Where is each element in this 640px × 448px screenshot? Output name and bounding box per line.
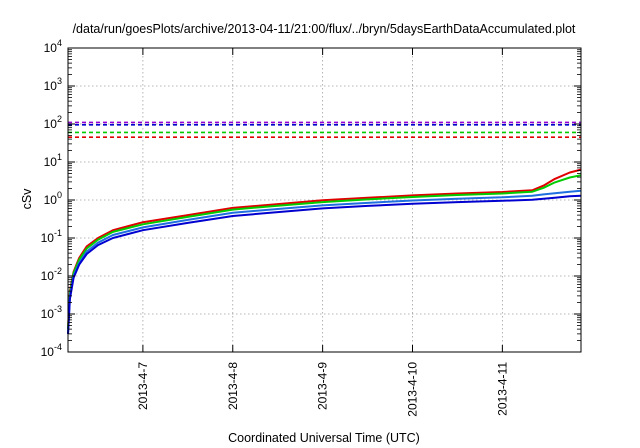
- y-tick-exponent: -4: [54, 342, 62, 352]
- y-tick-exponent: -1: [54, 228, 62, 238]
- threshold-lines: [68, 121, 581, 138]
- y-tick-exponent: -3: [54, 304, 62, 314]
- y-axis-label: cSv: [20, 188, 34, 210]
- y-tick-exponent: 3: [57, 76, 62, 86]
- y-tick-label: 103: [44, 76, 62, 93]
- x-tick-label: 2013-4-7: [136, 362, 150, 410]
- y-tick-label: 100: [44, 190, 62, 207]
- series-line: [67, 189, 582, 334]
- y-tick-base: 10: [41, 269, 55, 283]
- x-axis-label: Coordinated Universal Time (UTC): [228, 431, 420, 445]
- y-tick-label: 104: [44, 38, 62, 55]
- y-tick-label: 101: [44, 152, 62, 169]
- series-line: [67, 174, 582, 330]
- y-tick-exponent: 4: [57, 38, 62, 48]
- y-tick-label: 10-3: [41, 304, 62, 321]
- y-tick-base: 10: [41, 231, 55, 245]
- y-tick-label: 102: [44, 114, 62, 131]
- x-tick-label: 2013-4-10: [405, 362, 419, 417]
- y-tick-base: 10: [44, 117, 58, 131]
- y-tick-label: 10-4: [41, 342, 62, 359]
- x-tick-labels: 2013-4-7 2013-4-8 2013-4-9 2013-4-10 2013-4-…: [136, 362, 509, 417]
- x-tick-label: 2013-4-11: [495, 362, 509, 416]
- data-series: [67, 168, 582, 334]
- y-tick-base: 10: [41, 345, 55, 359]
- y-tick-label: 10-2: [41, 266, 62, 283]
- y-tick-base: 10: [44, 79, 58, 93]
- chart-title: /data/run/goesPlots/archive/2013-04-11/2…: [73, 22, 576, 36]
- y-tick-exponent: 2: [57, 114, 62, 124]
- y-tick-exponent: 1: [57, 152, 62, 162]
- axis-ticks: [68, 47, 581, 353]
- y-tick-exponent: 0: [57, 190, 62, 200]
- y-tick-label: 10-1: [41, 228, 62, 245]
- series-line: [67, 194, 582, 334]
- x-tick-label: 2013-4-8: [226, 362, 240, 410]
- y-tick-base: 10: [44, 193, 58, 207]
- series-line: [67, 168, 582, 330]
- x-tick-label: 2013-4-9: [316, 362, 330, 410]
- y-tick-base: 10: [44, 155, 58, 169]
- y-tick-exponent: -2: [54, 266, 62, 276]
- y-tick-base: 10: [44, 41, 58, 55]
- y-tick-base: 10: [41, 307, 55, 321]
